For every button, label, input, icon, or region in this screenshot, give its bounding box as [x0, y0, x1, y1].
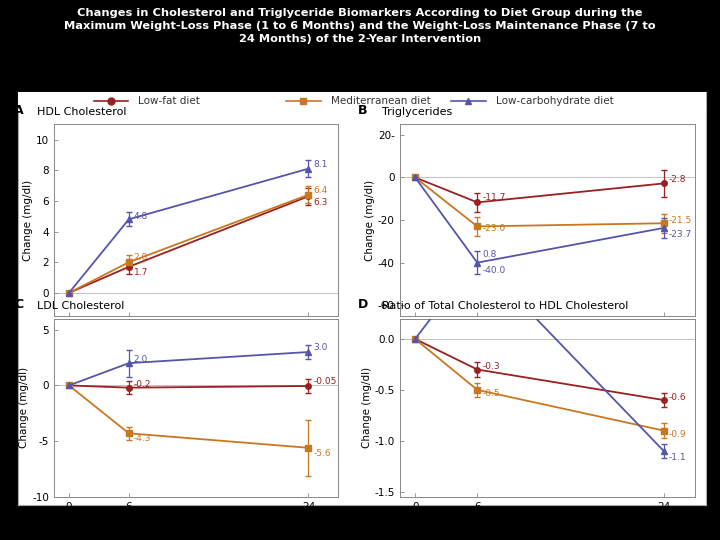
Y-axis label: Change (mg/dl): Change (mg/dl)	[19, 367, 30, 448]
Text: -0.05: -0.05	[313, 377, 337, 386]
Text: Triglycerides: Triglycerides	[382, 106, 452, 117]
Text: C: C	[14, 299, 23, 312]
Text: -4.3: -4.3	[134, 434, 151, 443]
Text: -11.7: -11.7	[482, 193, 506, 201]
Y-axis label: Change (mg/dl): Change (mg/dl)	[23, 179, 33, 261]
Text: 3.0: 3.0	[313, 343, 328, 352]
Text: -0.9: -0.9	[669, 430, 687, 439]
Text: -23.7: -23.7	[669, 230, 692, 239]
Y-axis label: Change (mg/dl): Change (mg/dl)	[365, 179, 375, 261]
Text: -0.5: -0.5	[482, 389, 500, 399]
Text: Changes in Cholesterol and Triglyceride Biomarkers According to Diet Group durin: Changes in Cholesterol and Triglyceride …	[64, 8, 656, 44]
Text: LDL Cholesterol: LDL Cholesterol	[37, 301, 125, 312]
Text: Ratio of Total Cholesterol to HDL Cholesterol: Ratio of Total Cholesterol to HDL Choles…	[382, 301, 629, 312]
Text: -2.8: -2.8	[669, 174, 686, 184]
X-axis label: Months: Months	[523, 334, 572, 347]
Text: HDL Cholesterol: HDL Cholesterol	[37, 106, 127, 117]
Y-axis label: Change (mg/dl): Change (mg/dl)	[361, 367, 372, 448]
Text: -40.0: -40.0	[482, 266, 505, 275]
Text: D: D	[359, 299, 369, 312]
Text: -21.5: -21.5	[669, 215, 692, 225]
Text: 6.4: 6.4	[313, 186, 328, 194]
Text: 2.0: 2.0	[134, 355, 148, 364]
Text: Low-fat diet: Low-fat diet	[138, 96, 200, 106]
Text: Shai I et al. N Engl J Med 2008;359:229-241: Shai I et al. N Engl J Med 2008;359:229-…	[405, 510, 631, 521]
X-axis label: Months: Months	[171, 334, 221, 347]
Text: 2.0: 2.0	[134, 253, 148, 262]
Text: B: B	[359, 104, 368, 117]
Text: -1.1: -1.1	[669, 453, 687, 462]
Text: -0.6: -0.6	[669, 393, 687, 402]
X-axis label: Months: Months	[523, 515, 572, 528]
Text: Low-carbohydrate diet: Low-carbohydrate diet	[496, 96, 613, 106]
Text: -23.0: -23.0	[482, 224, 505, 233]
Text: -0.2: -0.2	[134, 380, 151, 389]
Text: -5.6: -5.6	[313, 449, 331, 458]
Text: 1.7: 1.7	[134, 268, 148, 276]
Text: 8.1: 8.1	[313, 160, 328, 168]
Text: A: A	[14, 104, 24, 117]
X-axis label: Months: Months	[171, 515, 221, 528]
Text: Mediterranean diet: Mediterranean diet	[331, 96, 431, 106]
Text: 6.3: 6.3	[313, 198, 328, 207]
Text: 0.8: 0.8	[482, 250, 497, 259]
Text: 4.8: 4.8	[134, 212, 148, 221]
Text: -0.3: -0.3	[482, 362, 500, 371]
